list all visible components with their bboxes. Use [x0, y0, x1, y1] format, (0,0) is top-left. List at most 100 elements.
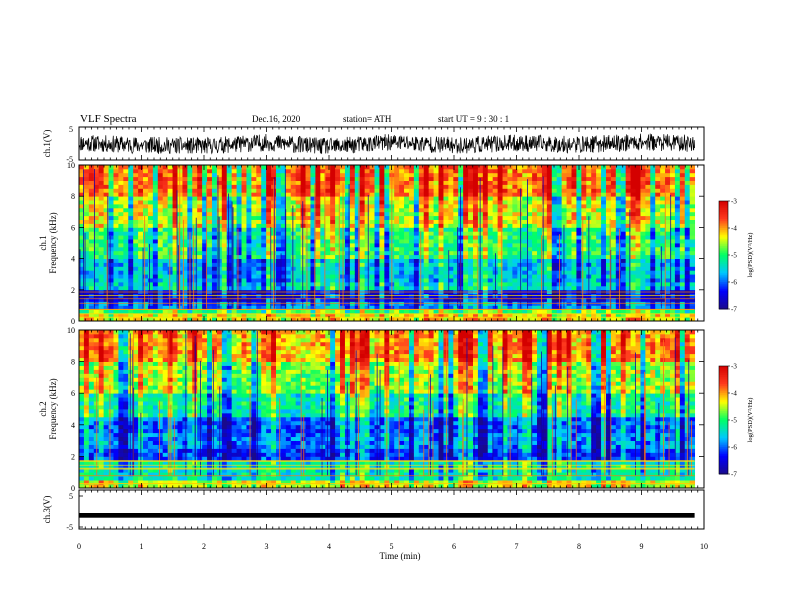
spectrogram-cell	[108, 309, 114, 314]
spectrogram-cell	[197, 305, 203, 310]
spectrogram-cell	[517, 297, 523, 302]
spectrogram-cell	[108, 204, 114, 209]
spectrogram-cell	[630, 266, 636, 271]
spectrogram-cell	[546, 207, 553, 213]
spectrogram-cell	[610, 262, 617, 267]
spectrogram-cell	[261, 282, 267, 287]
spectrogram-cell	[571, 297, 577, 302]
spectrogram-cell	[266, 211, 272, 217]
spectrogram-cell	[98, 200, 105, 205]
spectrogram-cell	[541, 204, 548, 209]
spectrogram-cell	[497, 309, 503, 314]
spectrogram-cell	[335, 250, 341, 256]
spectrogram-cell	[246, 266, 252, 271]
spectrogram-cell	[133, 200, 139, 205]
spectrogram-cell	[413, 282, 420, 287]
spectrogram-cell	[207, 285, 213, 291]
spectrogram-cell	[143, 317, 149, 322]
spectrogram-cell	[517, 188, 523, 193]
spectrogram-cell	[354, 204, 361, 209]
spectrogram-cell	[276, 274, 282, 279]
spectrogram-cell	[369, 215, 375, 220]
spectrogram-cell	[285, 313, 292, 318]
spectrogram-cell	[408, 168, 415, 174]
spectrogram-cell	[162, 223, 169, 228]
spectrogram-cell	[586, 196, 592, 201]
spectrogram-cell	[182, 184, 188, 189]
spectrogram-cell	[192, 258, 198, 263]
spectrogram-cell	[438, 188, 444, 193]
spectrogram-cell	[300, 196, 306, 201]
spectrogram-cell	[236, 176, 242, 181]
spectrogram-cell	[167, 176, 173, 181]
spectrogram-cell	[468, 262, 474, 267]
spectrogram-cell	[98, 180, 105, 185]
spectrogram-cell	[88, 223, 95, 228]
spectrogram-cell	[305, 239, 311, 244]
spectrogram-cell	[202, 258, 208, 263]
spectrogram-cell	[482, 309, 489, 314]
spectrogram-cell	[546, 165, 553, 170]
spectrogram-cell	[256, 235, 262, 240]
spectrogram-cell	[453, 317, 459, 322]
spectrogram-cell	[320, 223, 326, 228]
spectrogram-cell	[285, 165, 292, 170]
spectrogram-cell	[300, 227, 306, 232]
spectrogram-cell	[113, 246, 119, 252]
spectrogram-cell	[83, 235, 90, 240]
spectrogram-cell	[113, 227, 119, 232]
spectrogram-cell	[93, 254, 100, 259]
spectrogram-cell	[399, 317, 405, 322]
spectrogram-cell	[561, 180, 567, 185]
spectrogram-cell	[635, 313, 641, 318]
spectrogram-cell	[423, 250, 430, 256]
spectrogram-cell	[211, 176, 218, 181]
spectrogram-cell	[497, 278, 503, 283]
spectrogram-cell	[349, 180, 356, 185]
spectrogram-cell	[162, 235, 169, 240]
spectrogram-cell	[591, 227, 597, 232]
spectrogram-cell	[182, 215, 188, 220]
spectrogram-cell	[103, 254, 109, 259]
spectrogram-cell	[601, 184, 607, 189]
spectrogram-cell	[310, 309, 316, 314]
spectrogram-cell	[640, 285, 646, 291]
spectrogram-cell	[463, 168, 469, 174]
spectrogram-cell	[143, 204, 149, 209]
spectrogram-cell	[660, 215, 666, 220]
spectrogram-cell	[305, 282, 311, 287]
spectrogram-cell	[280, 204, 287, 209]
spectrogram-cell	[207, 254, 213, 259]
spectrogram-cell	[665, 270, 671, 275]
spectrogram-cell	[374, 317, 380, 322]
spectrogram-cell	[359, 297, 366, 302]
spectrogram-cell	[305, 204, 311, 209]
spectrogram-cell	[566, 266, 572, 271]
spectrogram-cell	[256, 165, 262, 170]
spectrogram-cell	[596, 235, 602, 240]
spectrogram-cell	[404, 168, 410, 174]
spectrogram-cell	[655, 262, 661, 267]
spectrogram-cell	[576, 231, 582, 236]
spectrogram-cell	[487, 180, 494, 185]
spectrogram-cell	[295, 278, 302, 283]
spectrogram-cell	[138, 297, 144, 302]
spectrogram-cell	[113, 184, 119, 189]
spectrogram-cell	[458, 180, 464, 185]
spectrogram-cell	[128, 254, 134, 259]
spectrogram-cell	[325, 215, 331, 220]
spectrogram-cell	[581, 192, 587, 197]
spectrogram-cell	[295, 285, 302, 291]
spectrogram-cell	[364, 204, 370, 209]
spectrogram-cell	[226, 278, 233, 283]
spectrogram-cell	[197, 250, 203, 256]
spectrogram-cell	[128, 223, 134, 228]
spectrogram-cell	[394, 254, 400, 259]
spectrogram-cell	[537, 262, 543, 267]
spectrogram-cell	[211, 227, 218, 232]
spectrogram-cell	[473, 188, 479, 193]
spectrogram-cell	[537, 211, 543, 217]
spectrogram-cell	[546, 309, 553, 314]
spectrogram-cell	[497, 207, 503, 213]
spectrogram-cell	[202, 231, 208, 236]
